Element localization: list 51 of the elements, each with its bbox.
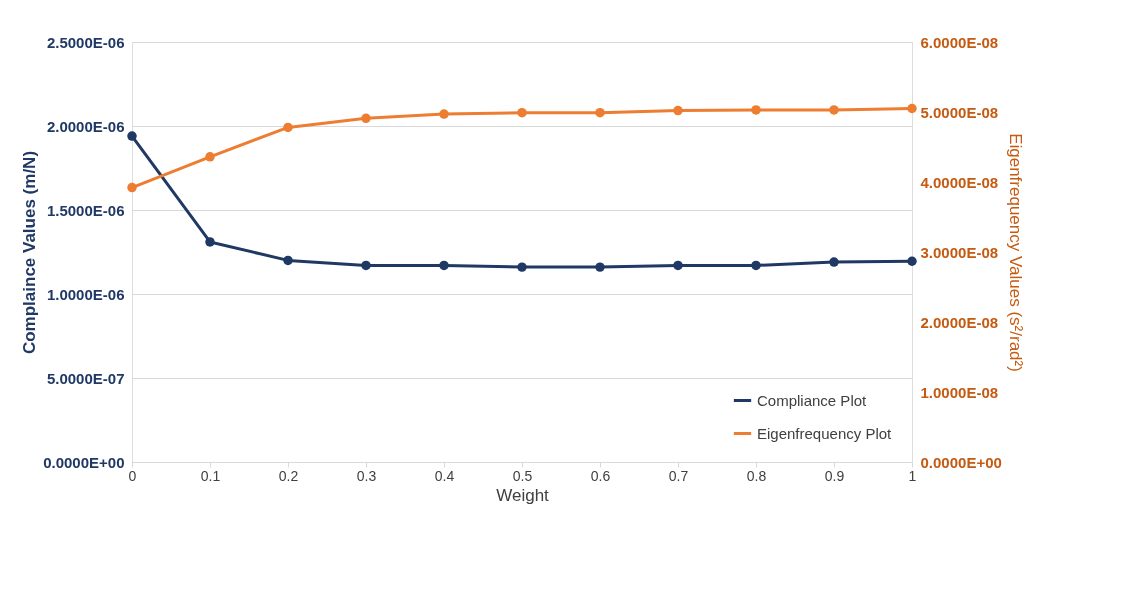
- y-tick-label: 2.5000E-06: [46, 33, 125, 51]
- x-tick-label: 0.8: [746, 467, 767, 484]
- x-tick-label: 0.5: [512, 467, 533, 484]
- point: [673, 260, 683, 271]
- point: [829, 105, 839, 115]
- y2-tick-label: 0.0000E+00: [920, 453, 1002, 471]
- point: [907, 256, 917, 266]
- point: [595, 107, 605, 118]
- y-tick-label: 1.0000E-06: [46, 285, 125, 303]
- y2-tick-label: 4.0000E-08: [920, 173, 999, 191]
- x-tick-label: 0.3: [356, 467, 377, 484]
- y2-tick-label: 5.0000E-08: [920, 103, 999, 121]
- point: [439, 260, 449, 271]
- y2-tick-label: 6.0000E-08: [920, 33, 999, 51]
- point: [205, 152, 215, 162]
- x-tick-label: 0: [128, 467, 137, 484]
- point: [751, 105, 761, 115]
- x-tick-label: 1: [908, 467, 917, 484]
- x-tick-label: 0.6: [590, 467, 611, 484]
- y2-tick-label: 1.0000E-08: [920, 383, 999, 401]
- legend-label: Eigenfrequency Plot: [757, 424, 893, 442]
- y-tick-label: 1.5000E-06: [46, 201, 125, 219]
- x-axis-title: Weight: [496, 485, 550, 505]
- point: [595, 262, 605, 272]
- x-tick-label: 0.4: [434, 467, 455, 484]
- point: [127, 182, 137, 193]
- y-tick-label: 2.0000E-06: [46, 117, 125, 135]
- point: [361, 113, 371, 124]
- point: [439, 109, 449, 119]
- point: [127, 131, 137, 141]
- point: [517, 262, 527, 272]
- point: [751, 260, 761, 271]
- point: [517, 107, 527, 118]
- point: [907, 103, 917, 114]
- x-tick-label: 0.9: [824, 467, 845, 484]
- y-tick-label: 5.0000E-07: [46, 369, 125, 387]
- y2-tick-label: 2.0000E-08: [920, 313, 999, 331]
- y-tick-label: 0.0000E+00: [43, 453, 125, 471]
- y2-axis-title: Eigenfrequency Values (s²/rad²): [1005, 133, 1025, 372]
- legend-label: Compliance Plot: [757, 391, 868, 409]
- point: [829, 257, 839, 267]
- point: [205, 237, 215, 247]
- point: [673, 105, 683, 116]
- y-axis-title: Complaince Values (m/N): [20, 150, 40, 355]
- x-tick-label: 0.2: [278, 467, 299, 484]
- x-tick-label: 0.7: [668, 467, 689, 484]
- point: [361, 260, 371, 271]
- point: [283, 255, 293, 266]
- point: [283, 122, 293, 133]
- y2-tick-label: 3.0000E-08: [920, 243, 999, 261]
- x-tick-label: 0.1: [200, 467, 221, 484]
